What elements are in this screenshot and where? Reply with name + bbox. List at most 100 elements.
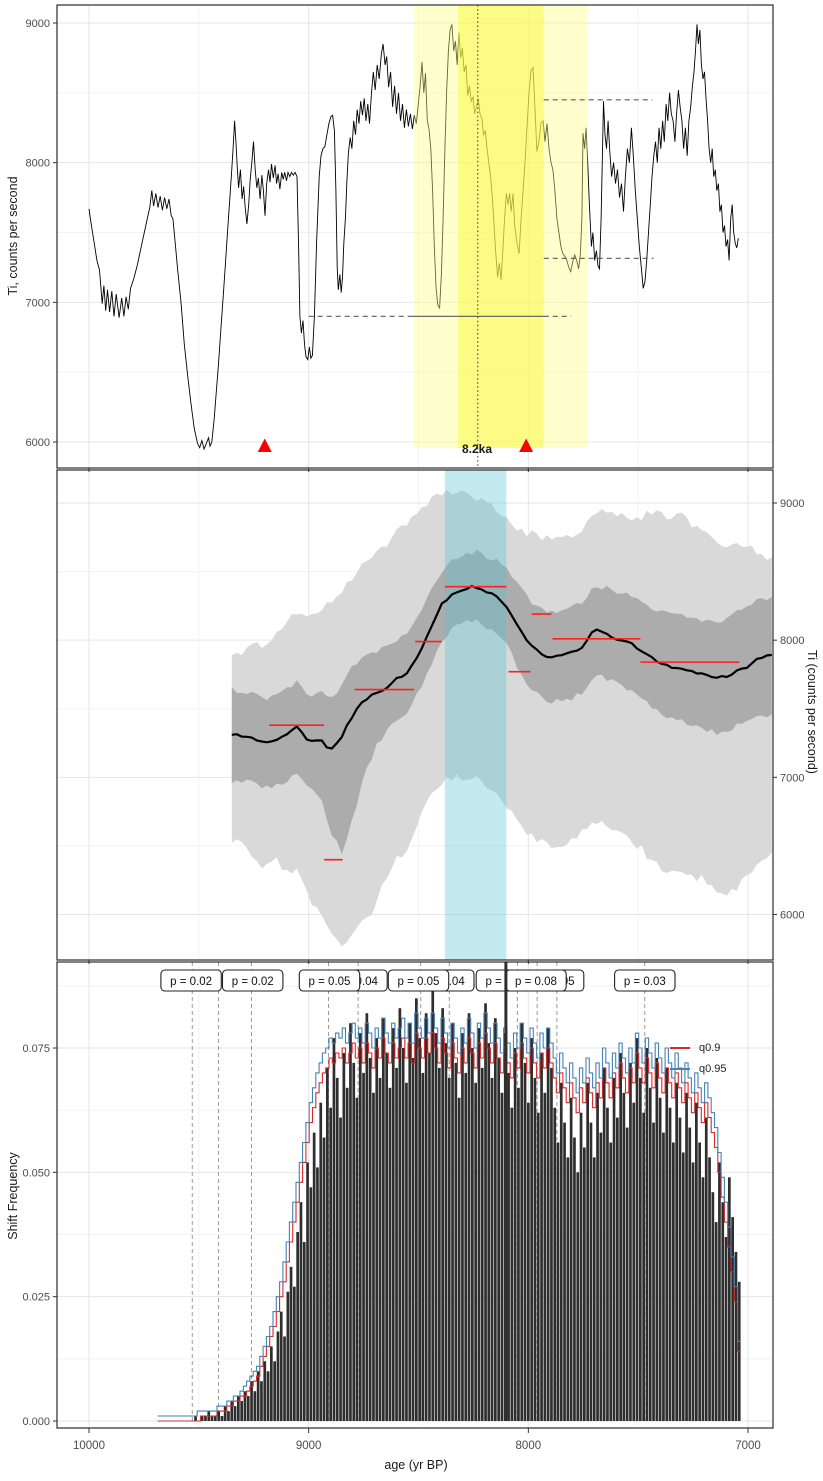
shift-frequency-bar [431, 988, 435, 1421]
grid-top [57, 5, 773, 468]
shift-frequency-bar [312, 1132, 316, 1421]
red-triangle-marker [519, 438, 534, 452]
shift-frequency-bar [276, 1331, 280, 1421]
shift-frequency-bar [204, 1416, 207, 1421]
shift-frequency-bar [550, 1067, 553, 1421]
shift-frequency-bar [517, 1087, 520, 1421]
p-value-box: p = 0.02 [160, 969, 222, 992]
shift-frequency-bar [639, 1077, 642, 1421]
shift-frequency-bar [237, 1396, 240, 1421]
shift-frequency-bar [648, 1087, 652, 1421]
middle-panel-content [231, 470, 772, 960]
shift-frequency-bar [632, 1102, 636, 1421]
shift-frequency-bar [200, 1416, 204, 1421]
tall-spike-bar [504, 962, 508, 1421]
bottom-panel-content: p = 0.04p = 0.04p = 0.05p = 0.05p = 0.02… [157, 962, 741, 1422]
shift-frequency-bar [471, 1048, 474, 1421]
shift-frequency-bar [352, 1062, 356, 1421]
inner-confidence-band [231, 549, 772, 855]
shift-frequency-bar [283, 1336, 286, 1421]
p-value-text: p = 0.02 [232, 976, 274, 988]
shift-frequency-bar [573, 1137, 576, 1421]
shift-frequency-bar [609, 1142, 613, 1421]
shift-frequency-bar [319, 1102, 323, 1421]
shift-frequency-bar [335, 1077, 339, 1421]
p-value-box: p = 0.05 [298, 969, 361, 992]
top-y-tick-label: 8000 [26, 158, 50, 170]
red-triangle-marker [257, 438, 272, 452]
shift-frequency-bar [556, 1142, 560, 1421]
top-y-tick-label: 7000 [26, 297, 50, 309]
q95-step-line [157, 1012, 741, 1417]
x-tick-label: 7000 [735, 1440, 761, 1452]
shift-frequency-bar [329, 1107, 332, 1421]
shift-frequency-bar [701, 1177, 705, 1421]
shift-frequency-bar [665, 1067, 669, 1421]
shift-frequency-bar [454, 1062, 458, 1421]
cyan-highlight-band [444, 470, 507, 960]
shift-frequency-bar [718, 1162, 721, 1421]
shift-frequency-bar [652, 1122, 655, 1421]
top-panel-series [88, 5, 739, 468]
shift-frequency-bar [596, 1092, 599, 1421]
shift-frequency-bar [675, 1082, 678, 1421]
shift-frequency-bar [395, 1067, 398, 1421]
shift-frequency-bar [223, 1406, 227, 1421]
shift-frequency-bar [220, 1416, 224, 1421]
shift-frequency-bar [606, 1107, 609, 1421]
shift-frequency-bar [398, 1008, 402, 1421]
p-value-box: p = 0.08 [505, 969, 567, 992]
shift-frequency-bar [708, 1157, 711, 1421]
shift-frequency-bar [401, 1048, 405, 1421]
p-value-text: p = 0.05 [309, 976, 351, 988]
shift-frequency-bar [612, 1077, 616, 1421]
shift-frequency-bar [507, 1072, 510, 1421]
shift-frequency-bar [273, 1361, 276, 1421]
shift-frequency-bar [678, 1117, 682, 1421]
shift-frequency-bar [559, 1082, 563, 1421]
shift-frequency-bar [553, 1107, 557, 1421]
shift-frequency-bar [513, 1048, 517, 1421]
shift-frequency-bar [339, 1117, 342, 1421]
shift-frequency-bar [533, 1077, 537, 1421]
shift-frequency-bar [510, 1107, 514, 1421]
x-tick-label: 10000 [73, 1440, 105, 1452]
shift-frequency-bar [217, 1411, 220, 1421]
legend-q90-swatch [670, 1047, 690, 1049]
shift-frequency-bar [497, 1058, 500, 1421]
shift-frequency-bar [358, 1033, 362, 1421]
shift-frequency-bar [408, 1023, 412, 1421]
bottom-y-tick-label: 0.075 [22, 1043, 50, 1055]
ti-mean-line [231, 584, 772, 750]
shift-frequency-bar [622, 1092, 626, 1421]
shift-frequency-bar [270, 1346, 273, 1421]
shift-frequency-bar [635, 1038, 639, 1421]
shift-frequency-bar [487, 1043, 491, 1421]
bottom-y-axis-title: Shift Frequency [6, 1152, 20, 1240]
shift-frequency-bar [385, 1053, 388, 1421]
shift-frequency-bar [619, 1053, 622, 1421]
shift-frequency-bar [579, 1112, 583, 1421]
shift-frequency-bar [589, 1122, 593, 1421]
shift-frequency-bar [711, 1192, 715, 1421]
shift-frequency-bar [227, 1411, 230, 1421]
shift-frequency-bar [365, 1013, 369, 1421]
x-axis-title: age (yr BP) [384, 1458, 448, 1472]
shift-frequency-bar [566, 1157, 570, 1421]
shift-frequency-bar [253, 1391, 257, 1421]
shift-frequency-bar [326, 1067, 329, 1421]
shift-frequency-bar [263, 1361, 267, 1421]
shift-frequency-bar [256, 1371, 260, 1421]
bottom-y-tick-label: 0.025 [22, 1292, 50, 1304]
shift-frequency-bar [214, 1416, 217, 1421]
shift-frequency-bar [322, 1137, 326, 1421]
shift-frequency-bar [332, 1038, 336, 1421]
shift-frequency-bar [296, 1232, 299, 1421]
shift-frequency-bar [658, 1097, 662, 1421]
p-value-box: p = 0.05 [387, 969, 450, 992]
shift-frequency-bar [490, 1077, 494, 1421]
shift-frequency-bar [309, 1187, 313, 1421]
shift-frequency-bar [289, 1266, 293, 1421]
shift-frequency-bar [405, 1082, 408, 1421]
shift-frequency-bar [520, 1023, 524, 1421]
